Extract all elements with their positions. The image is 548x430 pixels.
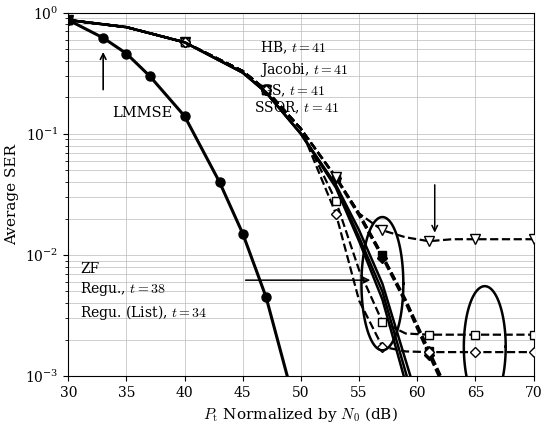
Text: ZF
Regu., $t=38$
Regu. (List), $t=34$: ZF Regu., $t=38$ Regu. (List), $t=34$ [80, 262, 208, 322]
Text: LMMSE: LMMSE [112, 106, 173, 120]
X-axis label: $P_{\mathrm{t}}$ Normalized by $N_0$ (dB): $P_{\mathrm{t}}$ Normalized by $N_0$ (dB… [203, 405, 398, 424]
Text: HB, $t=41$
Jacobi, $t=41$
GS, $t=41$: HB, $t=41$ Jacobi, $t=41$ GS, $t=41$ [260, 40, 349, 99]
Text: SSOR, $t=41$: SSOR, $t=41$ [254, 100, 340, 117]
Y-axis label: Average SER: Average SER [5, 144, 20, 245]
